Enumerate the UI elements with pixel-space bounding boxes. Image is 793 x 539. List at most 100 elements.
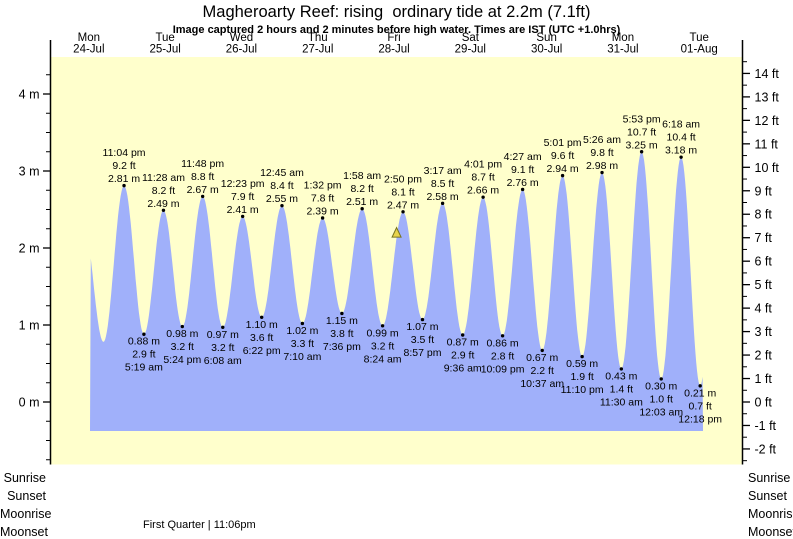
tide-extreme-dot <box>161 208 166 212</box>
low-tide-label: 0.43 m <box>605 370 637 382</box>
low-tide-label: 3.2 ft <box>371 340 394 352</box>
high-tide-label: 12:23 pm <box>221 178 265 190</box>
low-tide-label: 6:22 pm <box>243 345 281 357</box>
high-tide-label: 11:48 pm <box>181 158 224 170</box>
high-tide-label: 2.51 m <box>346 196 378 208</box>
low-tide-label: 0.88 m <box>128 336 160 348</box>
moonrise-label: Moonrise <box>0 507 52 521</box>
high-tide-label: 2.81 m <box>108 173 140 185</box>
chart-subtitle: Image captured 2 hours and 2 minutes bef… <box>172 24 621 36</box>
low-tide-label: 9:36 am <box>444 363 482 375</box>
high-tide-label: 9.1 ft <box>511 164 534 176</box>
y-axis-label-ft: 13 ft <box>755 90 780 104</box>
sunrise-label: Sunrise <box>748 471 791 485</box>
low-tide-label: 2.9 ft <box>132 349 155 361</box>
low-tide-label: 10:09 pm <box>481 363 525 375</box>
low-tide-label: 5:19 am <box>125 362 163 374</box>
low-tide-label: 0.7 ft <box>688 400 711 412</box>
high-tide-label: 2.58 m <box>427 191 459 203</box>
high-tide-label: 10.4 ft <box>666 132 695 144</box>
high-tide-label: 7.8 ft <box>311 192 334 204</box>
day-date-label: 30-Jul <box>531 44 562 56</box>
high-tide-label: 2.66 m <box>467 185 499 197</box>
day-date-label: 24-Jul <box>73 44 104 56</box>
low-tide-label: 0.67 m <box>526 352 558 364</box>
day-name-label: Fri <box>387 32 400 44</box>
moon-phase-note: First Quarter | 11:06pm <box>143 519 256 531</box>
tide-extreme-dot <box>600 170 604 175</box>
low-tide-label: 1.07 m <box>406 321 438 333</box>
high-tide-label: 10.7 ft <box>627 126 656 138</box>
high-tide-label: 7.9 ft <box>231 191 254 203</box>
tide-extreme-dot <box>360 207 364 211</box>
day-date-label: 31-Jul <box>607 44 638 56</box>
low-tide-label: 2.8 ft <box>491 350 514 362</box>
left-axis-metres: 4 m 3 m 2 m 1 m 0 m <box>19 74 51 461</box>
day-labels: Mon24-JulTue25-JulWed26-JulThu27-JulFri2… <box>73 32 718 56</box>
day-name-label: Mon <box>78 32 100 44</box>
low-tide-label: 3.8 ft <box>330 328 353 340</box>
tide-extreme-dot <box>520 187 525 192</box>
low-tide-label: 0.30 m <box>645 380 677 392</box>
low-tide-label: 1.4 ft <box>610 383 633 395</box>
low-tide-label: 3.2 ft <box>211 342 234 354</box>
tide-extreme-dot <box>659 377 663 381</box>
moonset-label: Moonset <box>748 525 793 539</box>
day-date-label: 26-Jul <box>226 44 257 56</box>
y-axis-label-ft: 10 ft <box>755 161 780 175</box>
low-tide-label: 0.86 m <box>487 337 519 349</box>
high-tide-label: 3.25 m <box>626 139 658 151</box>
low-tide-label: 5:24 pm <box>163 354 201 366</box>
y-axis-label-m: 1 m <box>19 319 40 333</box>
high-tide-label: 8.4 ft <box>270 180 293 192</box>
high-tide-label: 2.41 m <box>227 204 259 216</box>
sunrise-label: Sunrise <box>3 471 46 485</box>
high-tide-label: 1:32 pm <box>304 179 342 191</box>
astro-labels-left: Sunrise Sunset Moonrise Moonset <box>0 469 52 539</box>
tide-extreme-dot <box>180 324 185 329</box>
y-axis-label-ft: 11 ft <box>755 137 779 151</box>
low-tide-label: 0.98 m <box>166 328 198 340</box>
low-tide-label: 0.97 m <box>207 329 239 341</box>
y-axis-label-ft: -2 ft <box>755 442 777 456</box>
y-axis-label-ft: 12 ft <box>755 114 780 128</box>
high-tide-label: 2.67 m <box>187 184 219 196</box>
astro-labels-right: Sunrise Sunset Moonrise Moonset <box>748 469 793 539</box>
low-tide-label: 12:18 pm <box>678 413 722 425</box>
y-axis-label-ft: 9 ft <box>755 184 773 198</box>
low-tide-label: 3.3 ft <box>291 338 314 350</box>
tide-extreme-dot <box>619 367 624 371</box>
high-tide-label: 2:50 pm <box>384 173 422 185</box>
tide-extreme-dot <box>679 155 683 159</box>
moonset-label: Moonset <box>0 525 48 539</box>
low-tide-label: 0.99 m <box>367 327 399 339</box>
y-axis-label-ft: 14 ft <box>755 67 780 81</box>
tide-extreme-dot <box>221 325 225 330</box>
high-tide-label: 2.47 m <box>387 199 419 211</box>
day-name-label: Sat <box>462 32 480 44</box>
high-tide-label: 9.2 ft <box>112 160 135 172</box>
tide-extreme-dot <box>698 384 702 388</box>
low-tide-label: 7:36 pm <box>323 341 361 353</box>
day-date-label: 25-Jul <box>149 44 180 56</box>
tide-extreme-dot <box>340 311 344 316</box>
y-axis-label-ft: 8 ft <box>755 208 773 222</box>
y-axis-lines <box>49 40 744 465</box>
current-time-marker <box>391 226 402 238</box>
high-tide-label: 8.2 ft <box>350 183 373 195</box>
moonrise-label: Moonrise <box>748 507 793 521</box>
y-axis-label-ft: 0 ft <box>755 396 773 410</box>
tide-extreme-dot <box>320 216 325 220</box>
low-tide-label: 3.2 ft <box>171 341 194 353</box>
day-date-label: 27-Jul <box>302 44 333 56</box>
tide-extreme-dot <box>280 203 284 208</box>
low-tide-label: 1.9 ft <box>570 371 593 383</box>
tide-extreme-dot <box>560 173 565 178</box>
tide-extreme-dot <box>259 315 264 319</box>
high-tide-label: 1:58 am <box>343 170 381 182</box>
low-tide-label: 11:10 pm <box>561 384 604 396</box>
high-tide-label: 8.2 ft <box>152 185 175 197</box>
tide-extreme-dot <box>240 214 245 219</box>
low-tide-label: 3.5 ft <box>411 334 434 346</box>
